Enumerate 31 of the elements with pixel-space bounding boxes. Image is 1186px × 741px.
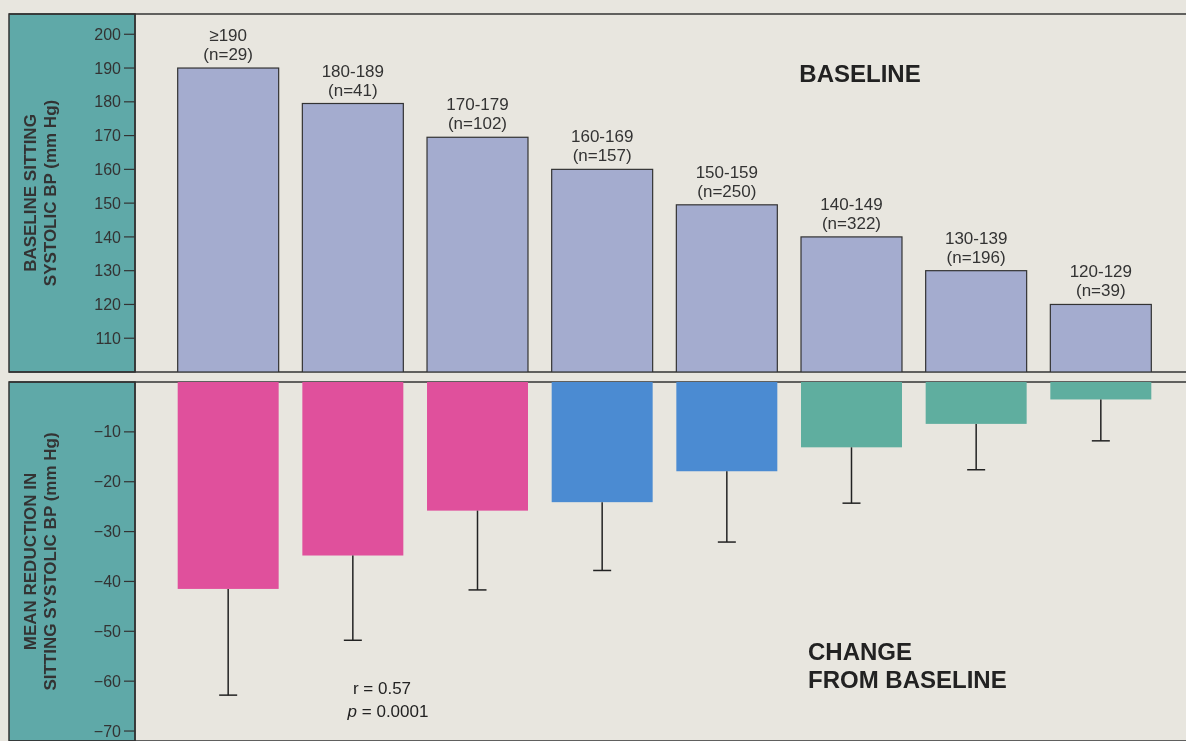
y-tick-label: −60 bbox=[93, 672, 122, 690]
x-tick-label: 120-129 (n=39) bbox=[1069, 262, 1133, 301]
x-tick-label: 170-179 (n=102) bbox=[446, 95, 509, 134]
x-tick-label: 150-159 (n=250) bbox=[695, 162, 759, 201]
annotation: p = 0.0001 bbox=[346, 702, 429, 721]
annotation: r = 0.57 bbox=[352, 679, 412, 698]
y-tick-label: 170 bbox=[94, 127, 122, 145]
y-tick-label: 150 bbox=[94, 194, 122, 212]
y-axis-title: MEAN REDUCTION IN SITTING SYSTOLIC BP (mm Hg) bbox=[21, 432, 60, 691]
y-tick-label: −30 bbox=[93, 523, 122, 541]
y-tick-label: −20 bbox=[93, 473, 122, 491]
y-tick-label: 130 bbox=[94, 262, 122, 280]
y-tick-label: −50 bbox=[93, 622, 122, 640]
y-tick-label: 140 bbox=[94, 228, 122, 246]
y-tick-label: −40 bbox=[93, 573, 122, 591]
y-axis-title: BASELINE SITTING SYSTOLIC BP (mm Hg) bbox=[21, 99, 60, 287]
y-tick-label: 110 bbox=[95, 329, 122, 347]
x-tick-label: ≥190 (n=29) bbox=[203, 26, 253, 65]
y-tick-label: −10 bbox=[93, 423, 122, 441]
x-tick-label: 140-149 (n=322) bbox=[820, 194, 883, 233]
y-tick-label: 160 bbox=[94, 160, 122, 178]
annotation: CHANGE FROM BASELINE bbox=[808, 638, 1007, 693]
y-tick-label: 200 bbox=[94, 25, 122, 43]
annotation: BASELINE bbox=[799, 60, 921, 87]
x-tick-label: 160-169 (n=157) bbox=[570, 127, 634, 166]
y-tick-label: 190 bbox=[94, 59, 122, 77]
x-tick-label: 130-139 (n=196) bbox=[944, 228, 1008, 267]
y-tick-label: 180 bbox=[94, 93, 122, 111]
y-tick-label: 120 bbox=[94, 296, 122, 314]
x-tick-label: 180-189 (n=41) bbox=[321, 61, 385, 100]
y-tick-label: −70 bbox=[93, 722, 122, 740]
